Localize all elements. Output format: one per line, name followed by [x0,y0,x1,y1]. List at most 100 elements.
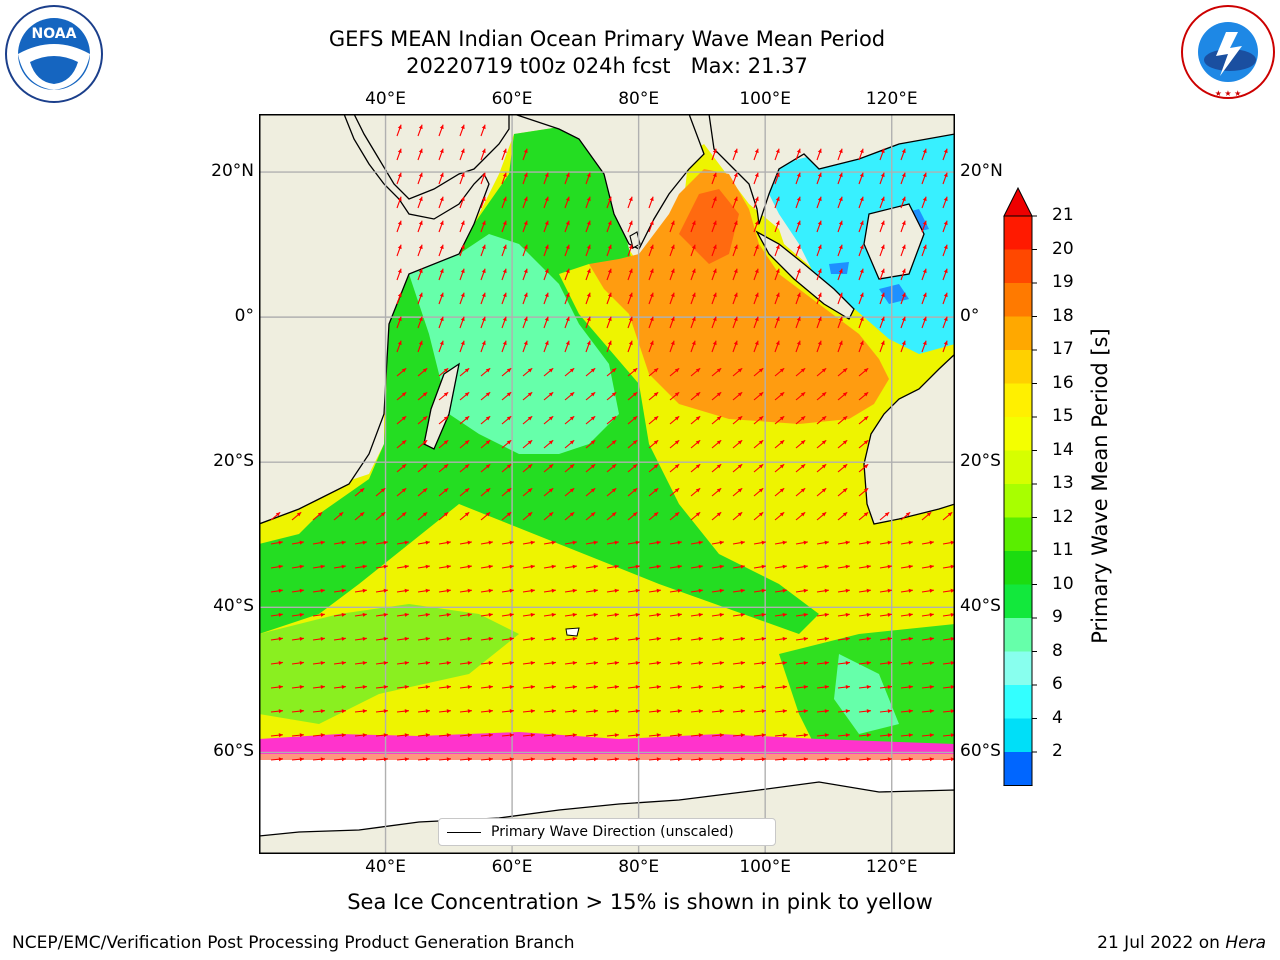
direction-arrow-head [866,733,871,738]
direction-arrow-head [943,268,948,274]
direction-arrow-head [698,757,703,762]
direction-arrow-head [758,512,764,517]
direction-arrow-head [719,540,724,545]
direction-arrow-head [866,660,871,665]
direction-arrow-head [677,588,682,593]
direction-arrow-head [716,464,722,469]
direction-arrow-head [404,685,409,690]
colorbar-frame [1003,215,1033,786]
direction-arrow-head [656,540,661,545]
direction-arrow-head [397,292,402,298]
direction-arrow-head [758,464,764,469]
direction-arrow-head [821,440,827,445]
direction-arrow-head [838,196,843,202]
direction-arrow-head [607,316,612,322]
direction-arrow-head [341,685,346,690]
direction-arrow-head [341,540,346,545]
colorbar-segment [1004,249,1032,284]
direction-arrow-head [481,148,486,154]
direction-arrow-head [404,733,409,738]
direction-arrow-head [845,757,850,762]
direction-arrow-head [947,512,953,517]
lat-tick-right: 60°S [960,741,1001,762]
direction-arrow-head [530,588,535,593]
direction-arrow-head [572,709,577,714]
direction-arrow-head [803,660,808,665]
direction-arrow-head [674,416,680,421]
direction-arrow-head [632,368,638,373]
direction-arrow-head [572,612,577,617]
direction-arrow-head [418,148,423,154]
ocean-red-orange-core [679,189,739,264]
direction-arrow-head [548,416,554,421]
direction-arrow-head [548,488,554,493]
colorbar-tick-label: 10 [1052,573,1074,594]
direction-arrow-head [796,292,801,298]
direction-arrow-head [551,564,556,569]
direction-arrow-head [607,244,612,250]
direction-arrow-head [695,416,701,421]
direction-arrow-head [418,292,423,298]
direction-arrow-head [740,612,745,617]
direction-arrow-head [443,488,449,493]
direction-arrow-head [509,564,514,569]
lat-tick-left: 60°S [213,741,254,762]
direction-arrow-head [523,148,528,154]
direction-arrow-head [607,340,612,346]
direction-arrow-head [758,368,764,373]
direction-arrow-head [859,196,864,202]
direction-arrow-head [481,340,486,346]
direction-arrow-head [362,612,367,617]
direction-arrow-head [691,268,696,274]
direction-arrow-head [670,220,675,226]
direction-arrow-head [796,340,801,346]
direction-arrow-head [488,733,493,738]
direction-arrow-head [779,488,785,493]
direction-arrow-head [761,685,766,690]
direction-arrow-head [488,757,493,762]
direction-arrow-head [677,709,682,714]
direction-arrow-head [586,268,591,274]
direction-arrow-head [880,340,885,346]
direction-arrow-head [782,733,787,738]
direction-arrow-head [502,244,507,250]
direction-arrow-head [572,733,577,738]
direction-arrow-head [656,709,661,714]
direction-arrow-head [733,220,738,226]
direction-arrow-head [593,540,598,545]
direction-arrow-head [803,685,808,690]
direction-arrow-head [506,512,512,517]
direction-arrow-head [614,540,619,545]
direction-arrow-head [341,564,346,569]
direction-arrow-head [901,268,906,274]
direction-arrow-head [880,196,885,202]
direction-arrow-head [754,148,759,154]
direction-arrow-head [695,368,701,373]
direction-arrow-head [845,540,850,545]
direction-arrow-head [296,512,302,517]
direction-arrow-head [719,733,724,738]
wave-period-map [259,114,955,854]
direction-arrow-head [614,588,619,593]
direction-arrow-head [530,757,535,762]
direction-arrow-head [775,268,780,274]
direction-arrow-head [677,540,682,545]
direction-arrow-head [943,196,948,202]
direction-arrow-head [439,148,444,154]
direction-arrow-head [488,660,493,665]
direction-arrow-head [632,416,638,421]
direction-arrow-head [404,660,409,665]
colorbar-segment [1004,584,1032,619]
direction-arrow-head [817,220,822,226]
direction-arrow-head [488,612,493,617]
direction-arrow-head [551,709,556,714]
direction-arrow-head [380,512,386,517]
direction-arrow-head [677,733,682,738]
direction-arrow-head [593,757,598,762]
direction-arrow-head [674,392,680,397]
direction-arrow-head [635,733,640,738]
direction-arrow-head [922,196,927,202]
direction-arrow-head [299,660,304,665]
direction-arrow-head [901,292,906,298]
ocean-cyan-seasia [759,114,955,354]
